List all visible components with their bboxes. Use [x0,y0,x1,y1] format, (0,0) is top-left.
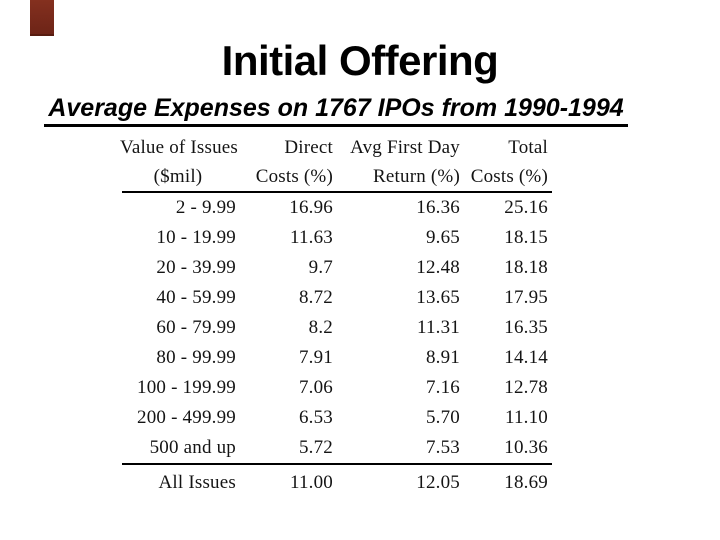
cell-issue-range: 2 - 9.99 [175,197,236,218]
cell-total-cost: 18.69 [504,472,548,493]
ipo-expense-table: Value of Issues ($mil) Direct Costs (%) … [120,133,552,498]
cell-direct-cost: 6.53 [298,407,333,428]
cell-direct-cost: 7.91 [298,347,333,368]
cell-total-cost: 14.14 [504,347,548,368]
cell-avg-first-day-return: 7.53 [425,437,460,458]
slide-corner-accent [30,0,54,36]
cell-total-cost: 17.95 [504,287,548,308]
cell-avg-first-day-return: 9.65 [425,227,460,248]
col-header-avg-first-day-return: Avg First Day Return (%) [333,133,460,191]
col-header-line2: Costs (%) [255,166,333,187]
col-header-line2: Costs (%) [470,166,548,187]
footer-divider [122,463,552,465]
cell-issue-range: 60 - 79.99 [156,317,236,338]
cell-avg-first-day-return: 11.31 [416,317,460,338]
cell-total-cost: 25.16 [504,197,548,218]
header-underline [122,191,552,193]
col-header-line2: ($mil) [153,166,203,187]
cell-issue-range: All Issues [158,472,236,493]
cell-direct-cost: 16.96 [289,197,333,218]
col-header-line1: Total [508,137,548,158]
slide-title: Initial Offering [221,37,499,84]
slide-subtitle: Average Expenses on 1767 IPOs from 1990-… [44,93,628,127]
cell-direct-cost: 8.2 [308,317,333,338]
col-header-value-of-issues: Value of Issues ($mil) [120,133,239,191]
cell-direct-cost: 5.72 [298,437,333,458]
cell-total-cost: 18.15 [504,227,548,248]
slide-subtitle-container: Average Expenses on 1767 IPOs from 1990-… [0,93,720,127]
col-header-direct-costs: Direct Costs (%) [236,133,333,191]
cell-issue-range: 10 - 19.99 [156,227,236,248]
col-header-line1: Direct [284,137,333,158]
cell-avg-first-day-return: 5.70 [425,407,460,428]
cell-avg-first-day-return: 12.05 [416,472,460,493]
cell-avg-first-day-return: 13.65 [416,287,460,308]
cell-total-cost: 18.18 [504,257,548,278]
cell-total-cost: 16.35 [504,317,548,338]
cell-direct-cost: 8.72 [298,287,333,308]
cell-issue-range: 80 - 99.99 [156,347,236,368]
cell-avg-first-day-return: 16.36 [416,197,460,218]
cell-total-cost: 11.10 [504,407,548,428]
cell-direct-cost: 11.00 [289,472,333,493]
cell-direct-cost: 11.63 [289,227,333,248]
cell-direct-cost: 9.7 [308,257,333,278]
col-header-line1: Avg First Day [350,137,460,158]
col-header-total-costs: Total Costs (%) [460,133,548,191]
cell-issue-range: 100 - 199.99 [137,377,236,398]
cell-direct-cost: 7.06 [298,377,333,398]
col-header-line1: Value of Issues [120,137,239,158]
cell-avg-first-day-return: 12.48 [416,257,460,278]
cell-avg-first-day-return: 7.16 [425,377,460,398]
cell-issue-range: 200 - 499.99 [137,407,236,428]
cell-issue-range: 500 and up [149,437,236,458]
cell-total-cost: 12.78 [504,377,548,398]
cell-total-cost: 10.36 [504,437,548,458]
cell-issue-range: 40 - 59.99 [156,287,236,308]
cell-issue-range: 20 - 39.99 [156,257,236,278]
col-header-line2: Return (%) [373,166,460,187]
cell-avg-first-day-return: 8.91 [425,347,460,368]
